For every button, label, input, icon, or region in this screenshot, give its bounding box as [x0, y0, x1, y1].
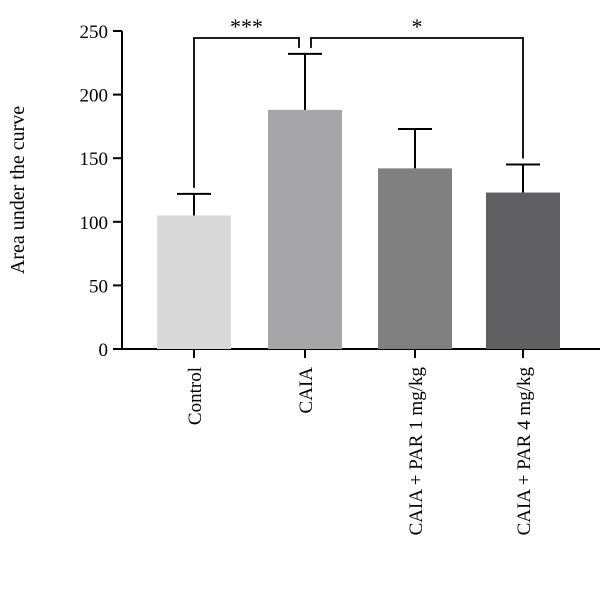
bar: [157, 215, 231, 349]
y-tick-label: 200: [80, 86, 109, 107]
bar: [268, 109, 342, 349]
y-tick-label: 250: [80, 22, 109, 43]
category-label: CAIA: [296, 367, 317, 414]
significance-label: ***: [230, 14, 263, 39]
y-axis-label: Area under the curve: [7, 106, 29, 274]
significance-bracket: [310, 37, 524, 159]
y-axis-label-group: Area under the curve: [7, 106, 29, 274]
significance-label: *: [412, 14, 423, 39]
y-tick-label: 100: [80, 213, 109, 234]
y-tick-label: 0: [99, 340, 109, 361]
bar: [378, 168, 452, 349]
y-tick-label: 50: [89, 276, 108, 297]
y-tick-label: 150: [80, 149, 109, 170]
category-label: Control: [185, 367, 206, 425]
significance-bracket: [193, 37, 300, 188]
significance-brackets: *** *: [193, 14, 524, 188]
category-labels: Control CAIA CAIA + PAR 1 mg/kg CAIA + PAR …: [185, 349, 535, 535]
bar: [486, 192, 560, 349]
error-bars: [177, 52, 540, 216]
bars: [157, 109, 560, 349]
category-label: CAIA + PAR 4 mg/kg: [514, 367, 535, 536]
category-label: CAIA + PAR 1 mg/kg: [406, 367, 427, 536]
